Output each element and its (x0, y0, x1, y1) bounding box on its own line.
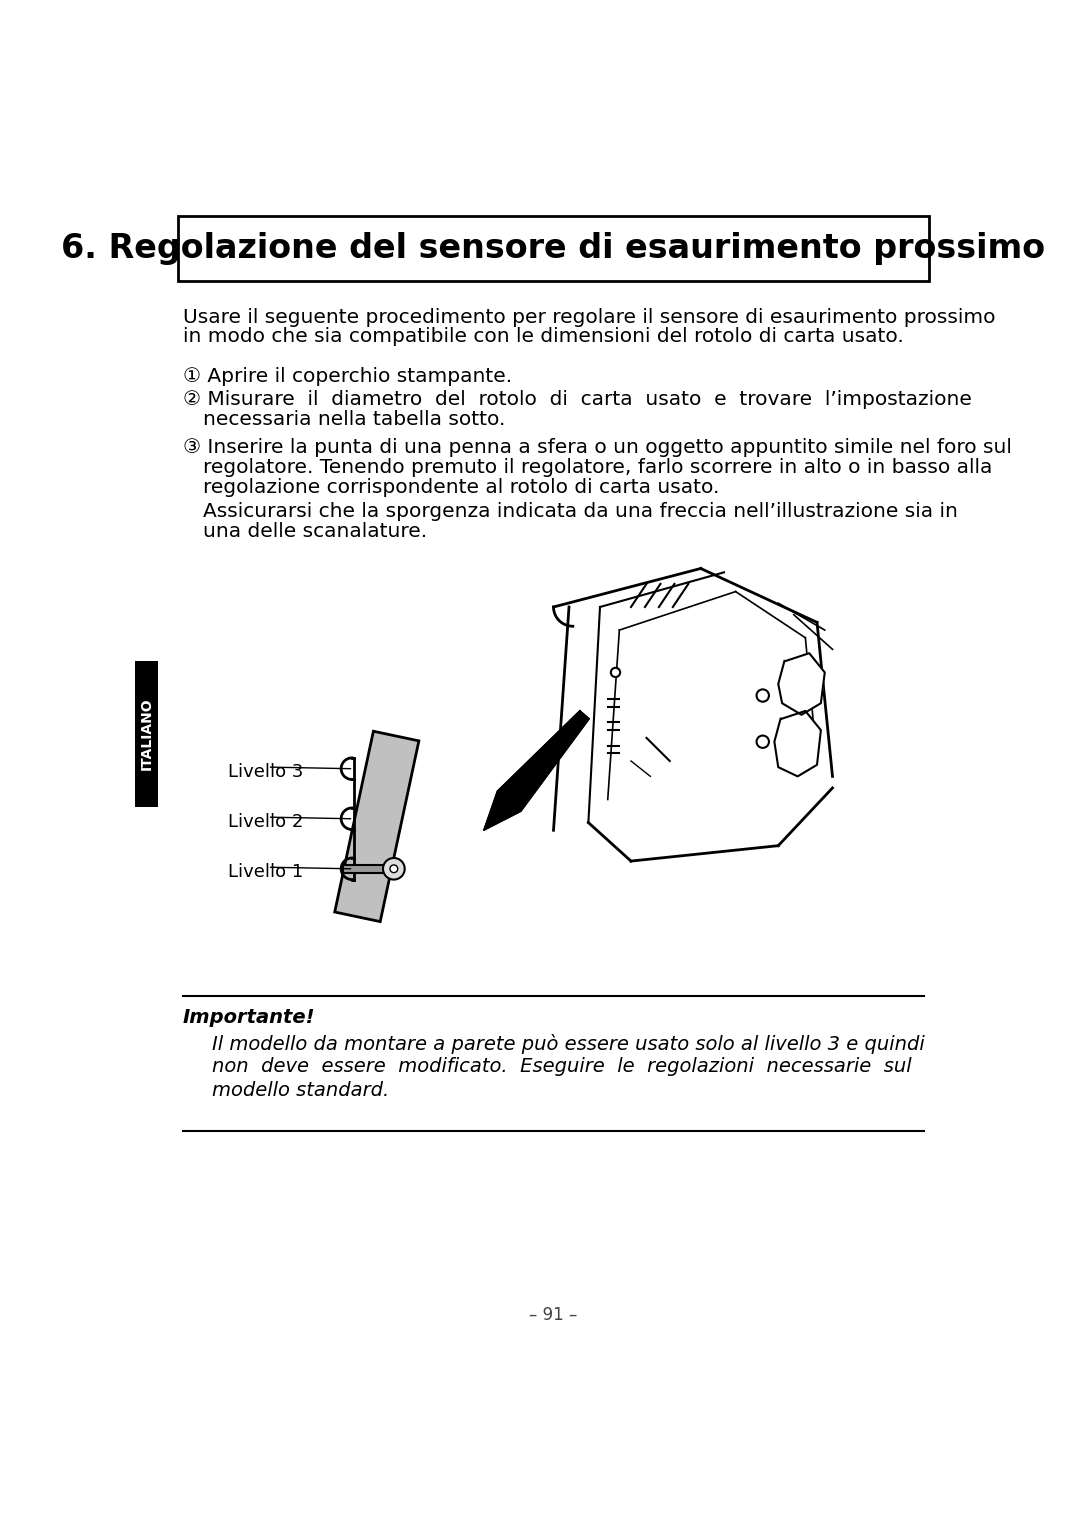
Bar (342, 865, 396, 873)
Text: ① Aprire il coperchio stampante.: ① Aprire il coperchio stampante. (183, 367, 512, 385)
Text: ③ Inserire la punta di una penna a sfera o un oggetto appuntito simile nel foro : ③ Inserire la punta di una penna a sfera… (183, 437, 1012, 457)
Text: Assicurarsi che la sporgenza indicata da una freccia nell’illustrazione sia in: Assicurarsi che la sporgenza indicata da… (203, 502, 958, 521)
Text: regolazione corrispondente al rotolo di carta usato.: regolazione corrispondente al rotolo di … (203, 477, 719, 497)
Circle shape (383, 858, 405, 879)
Polygon shape (779, 653, 825, 714)
Text: necessaria nella tabella sotto.: necessaria nella tabella sotto. (203, 410, 505, 428)
Bar (177, 216, 930, 281)
Text: Usare il seguente procedimento per regolare il sensore di esaurimento prossimo: Usare il seguente procedimento per regol… (183, 309, 996, 327)
Text: modello standard.: modello standard. (213, 1081, 390, 1099)
Text: Livello 1: Livello 1 (228, 862, 303, 881)
Polygon shape (774, 711, 821, 777)
Text: Livello 2: Livello 2 (228, 812, 303, 830)
Text: ITALIANO: ITALIANO (139, 697, 153, 771)
Text: Importante!: Importante! (183, 1008, 315, 1027)
Bar (335, 731, 419, 922)
Circle shape (757, 690, 769, 702)
Text: Livello 3: Livello 3 (228, 763, 303, 780)
Text: regolatore. Tenendo premuto il regolatore, farlo scorrere in alto o in basso all: regolatore. Tenendo premuto il regolator… (203, 457, 993, 477)
Circle shape (757, 735, 769, 748)
Text: in modo che sia compatibile con le dimensioni del rotolo di carta usato.: in modo che sia compatibile con le dimen… (183, 327, 904, 346)
Circle shape (611, 668, 620, 677)
Text: 6. Regolazione del sensore di esaurimento prossimo: 6. Regolazione del sensore di esauriment… (62, 232, 1045, 265)
Bar (135, 661, 159, 807)
Polygon shape (484, 711, 590, 830)
Text: Il modello da montare a parete può essere usato solo al livello 3 e quindi: Il modello da montare a parete può esser… (213, 1034, 926, 1055)
Text: non  deve  essere  modificato.  Eseguire  le  regolazioni  necessarie  sul: non deve essere modificato. Eseguire le … (213, 1058, 913, 1076)
Text: una delle scanalature.: una delle scanalature. (203, 523, 428, 541)
Text: ② Misurare  il  diametro  del  rotolo  di  carta  usato  e  trovare  l’impostazi: ② Misurare il diametro del rotolo di car… (183, 390, 972, 408)
Circle shape (390, 865, 397, 873)
Text: – 91 –: – 91 – (529, 1306, 578, 1324)
